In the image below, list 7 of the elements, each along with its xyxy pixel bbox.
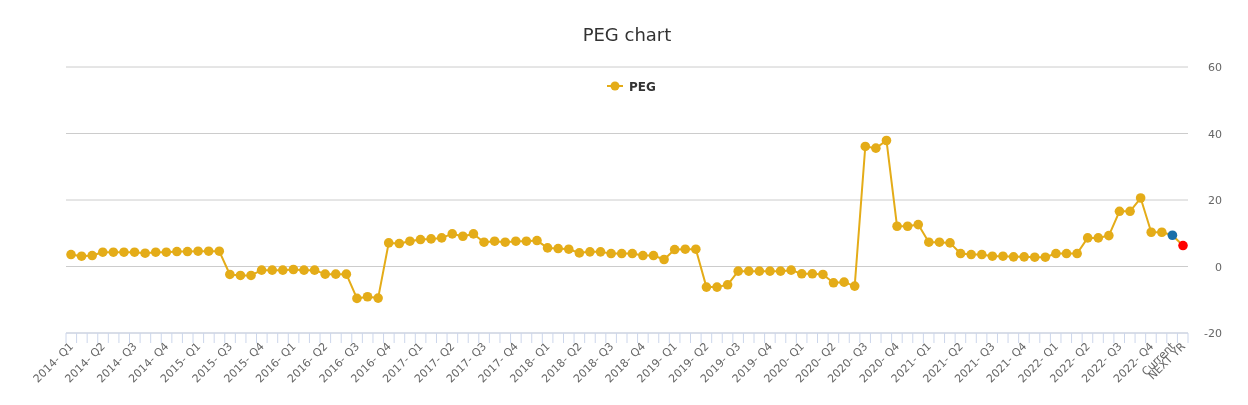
y-tick-label: -20	[1204, 327, 1222, 340]
chart-title: PEG chart	[582, 24, 672, 45]
y-tick-label: 60	[1208, 61, 1222, 74]
y-tick-label: 20	[1208, 194, 1222, 207]
legend-label: PEG	[629, 79, 656, 94]
y-tick-label: 0	[1215, 260, 1222, 274]
y-tick-label: 40	[1208, 127, 1222, 141]
